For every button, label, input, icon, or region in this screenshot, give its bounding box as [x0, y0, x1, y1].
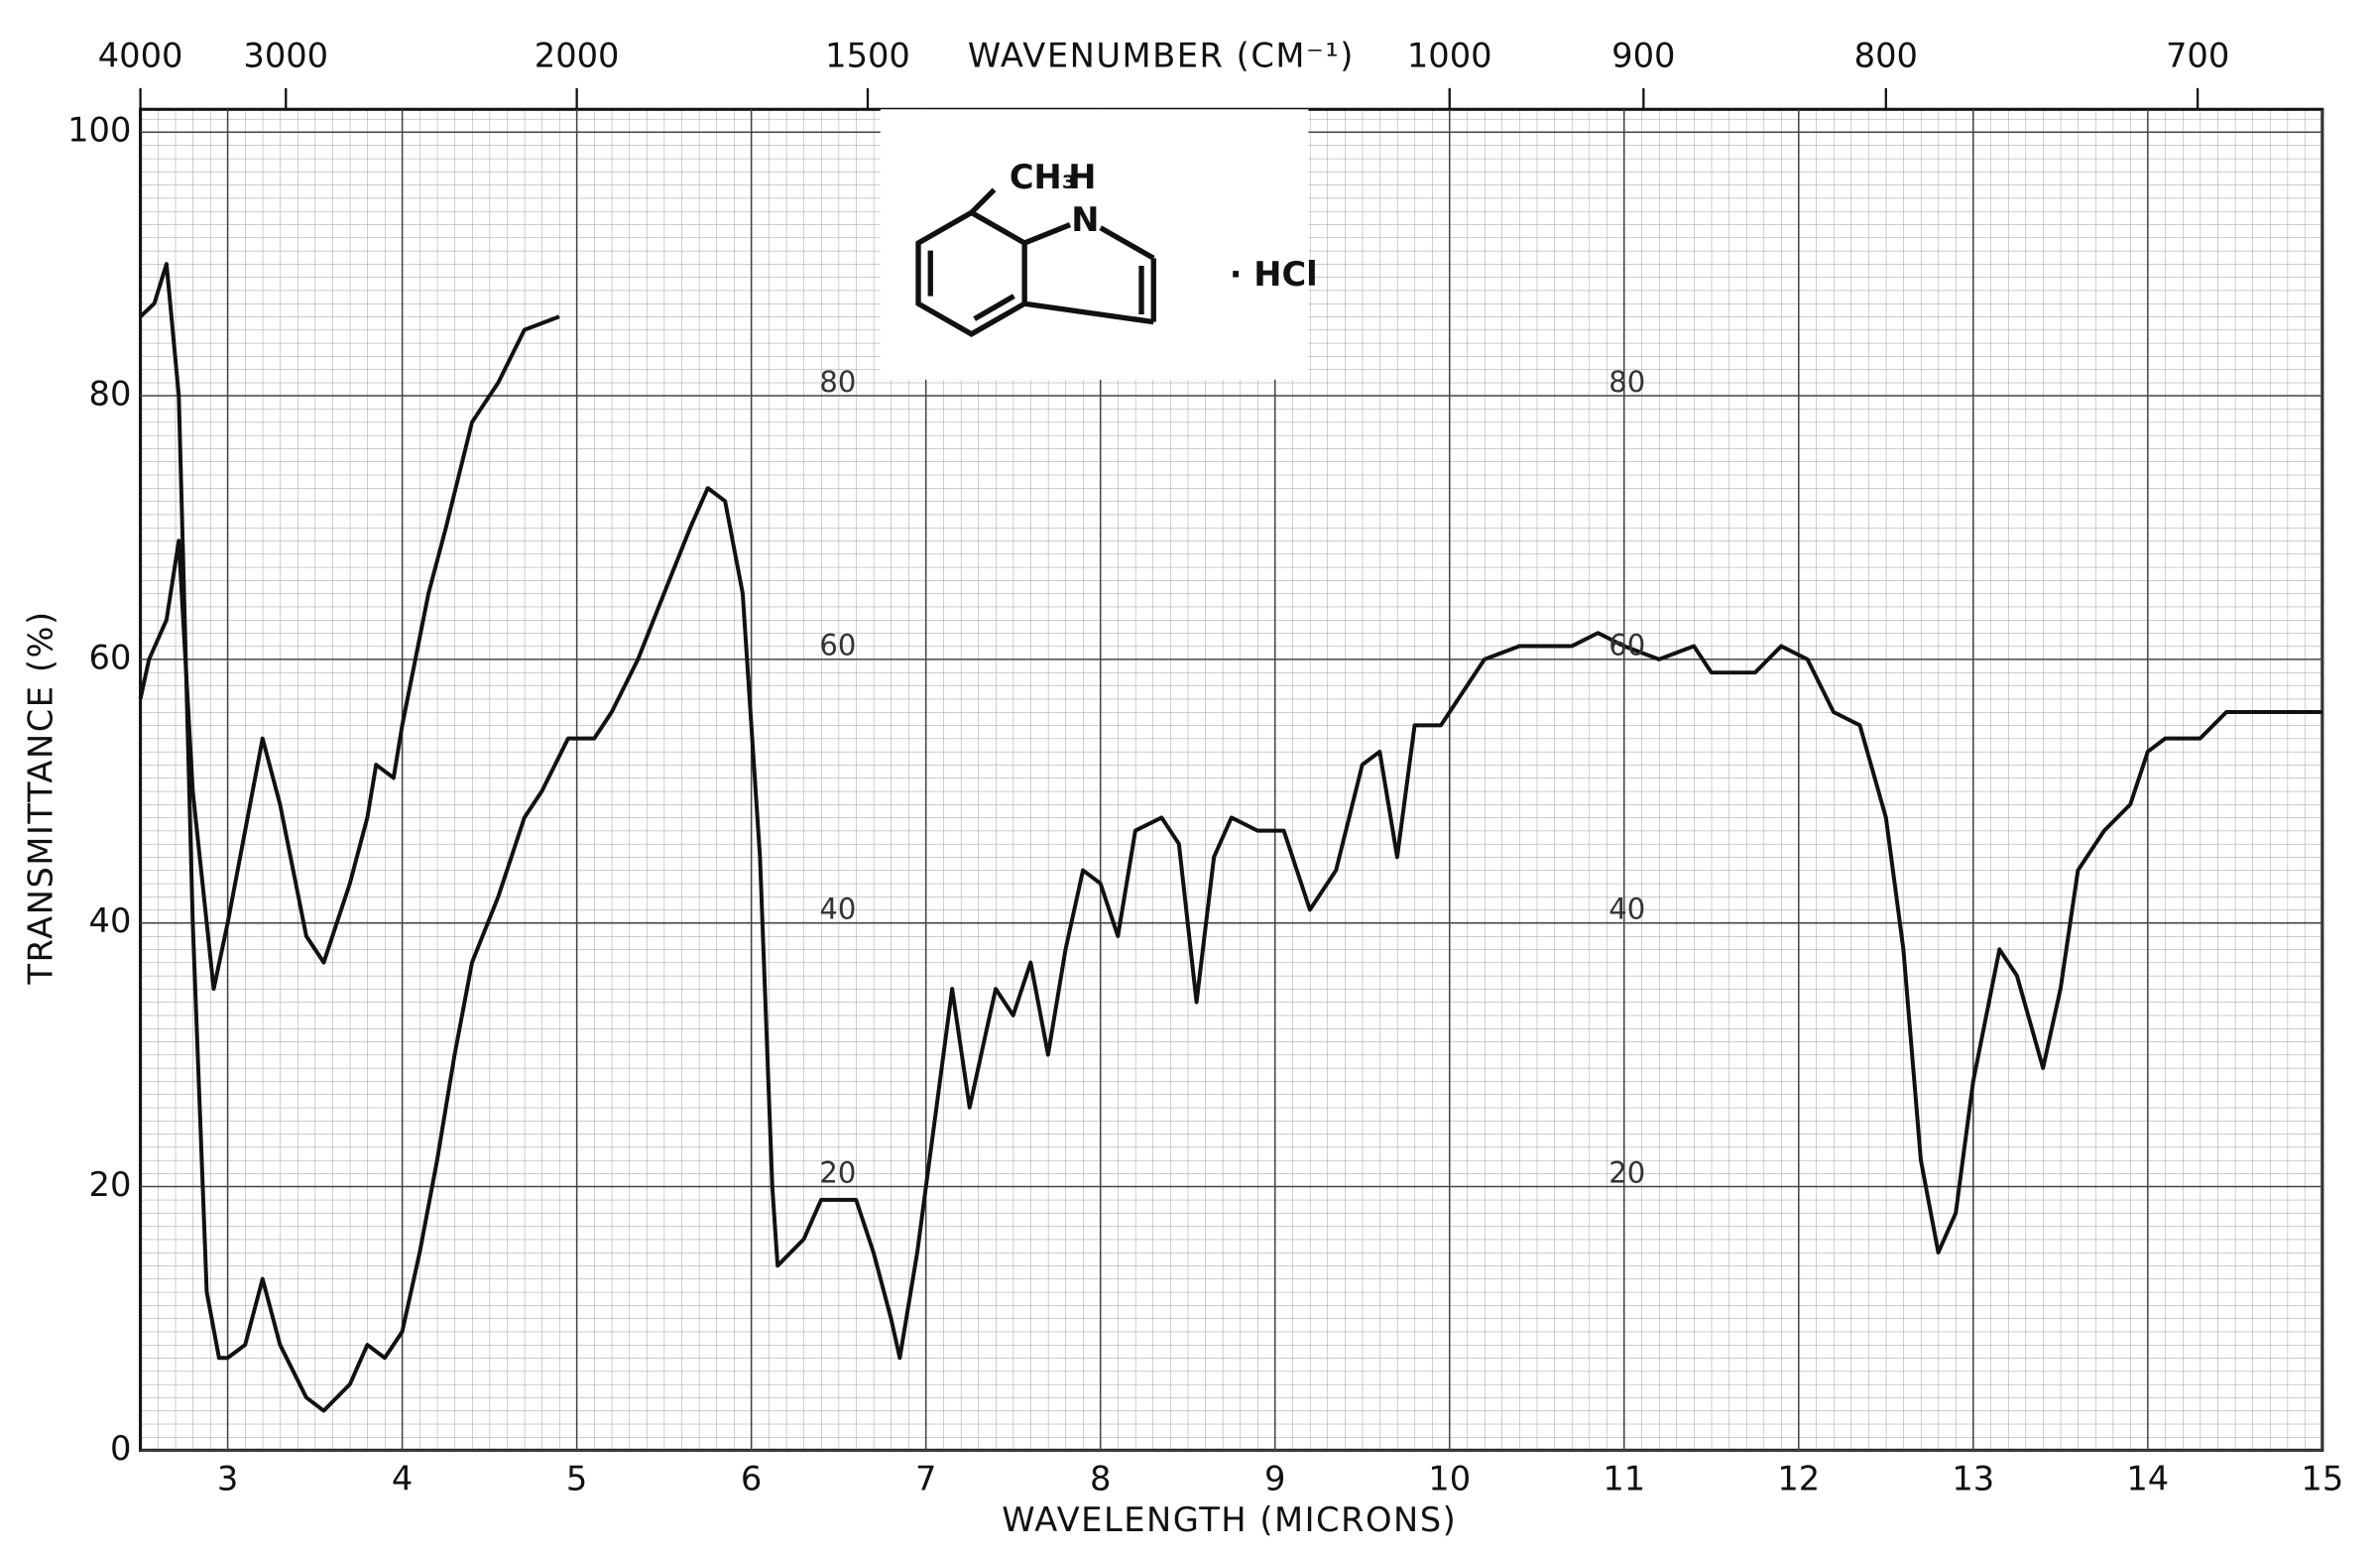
x2-tick-label: 900	[1611, 37, 1675, 75]
y-tick-label: 60	[89, 638, 132, 676]
inner-y-label: 80	[1608, 365, 1645, 399]
inner-y-label: 40	[819, 892, 856, 925]
x2-tick-label: 3000	[243, 37, 328, 75]
x2-tick-label: 4000	[98, 37, 183, 75]
x-tick-label: 14	[2126, 1459, 2169, 1497]
methyl-label: CH₃	[1010, 158, 1077, 196]
x-tick-label: 12	[1777, 1459, 1820, 1497]
x-tick-label: 10	[1428, 1459, 1471, 1497]
spectrum-line	[139, 262, 2322, 1413]
x-tick-label: 8	[1090, 1459, 1111, 1497]
inner-y-label: 80	[819, 365, 856, 399]
x-axis-title: WAVELENGTH (MICRONS)	[1002, 1500, 1457, 1539]
inner-y-label: 60	[819, 629, 856, 662]
structure: CH₃ H N · HCl	[880, 109, 1318, 380]
nitrogen-label: N	[1071, 200, 1099, 239]
x-tick-label: 4	[392, 1459, 413, 1497]
hydrogen-label: H	[1068, 158, 1096, 196]
y-tick-label: 20	[89, 1165, 132, 1204]
lines	[138, 262, 2322, 1413]
spectrum-line	[138, 314, 560, 992]
x2-axis-title: WAVENUMBER (CM⁻¹)	[968, 37, 1355, 75]
grid	[140, 109, 2323, 1452]
inner-y-label: 20	[819, 1155, 856, 1189]
x2-tick-label: 700	[2166, 37, 2229, 75]
inner-y-label: 60	[1608, 629, 1645, 662]
inner-y-label: 20	[1608, 1155, 1645, 1189]
y-axis-title: TRANSMITTANCE (%)	[21, 610, 60, 985]
x-tick-label: 11	[1603, 1459, 1645, 1497]
x-tick-label: 5	[566, 1459, 587, 1497]
x2-tick-label: 1000	[1407, 37, 1492, 75]
y-tick-label: 100	[67, 111, 131, 150]
x-tick-label: 3	[217, 1459, 238, 1497]
x-tick-label: 15	[2301, 1459, 2343, 1497]
x2-tick-label: 800	[1854, 37, 1918, 75]
x-tick-label: 9	[1264, 1459, 1285, 1497]
y-tick-label: 0	[110, 1429, 131, 1468]
indole-drawing	[915, 187, 1156, 337]
x-tick-label: 7	[915, 1459, 936, 1497]
y-tick-label: 40	[89, 901, 132, 940]
x-tick-label: 13	[1952, 1459, 1994, 1497]
x2-tick-label: 1500	[825, 37, 910, 75]
inner-y-label: 40	[1608, 892, 1645, 925]
x2-tick-label: 2000	[535, 37, 620, 75]
salt-label: · HCl	[1230, 255, 1318, 294]
y-tick-label: 80	[89, 375, 132, 414]
structure-box	[880, 109, 1309, 380]
x-tick-label: 6	[741, 1459, 762, 1497]
